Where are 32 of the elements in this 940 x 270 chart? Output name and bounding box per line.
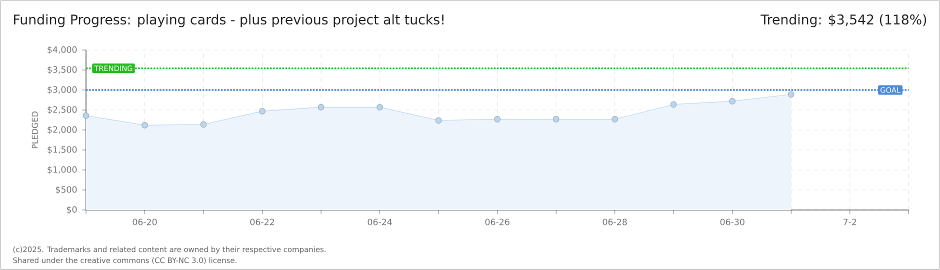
point <box>200 121 207 128</box>
point <box>494 116 501 122</box>
x-tick-label: 7-2 <box>844 218 856 226</box>
y-tick-label: $1,000 <box>48 166 77 174</box>
x-tick-label: 06-26 <box>485 218 510 226</box>
y-tick-label: $3,000 <box>48 86 77 94</box>
point <box>376 104 384 110</box>
x-tick-label: 06-22 <box>250 218 274 226</box>
y-tick-label: $3,500 <box>48 66 77 74</box>
point <box>670 101 677 108</box>
y-tick-label: $2,500 <box>48 106 77 114</box>
y-tick-label: $2,000 <box>48 126 77 134</box>
chart-title: Funding Progress: playing cards - plus previous project alt tucks! <box>14 14 444 28</box>
x-tick-label: 06-30 <box>720 218 744 226</box>
point <box>259 108 266 114</box>
x-tick-label: 06-28 <box>602 218 627 226</box>
y-tick-label: $500 <box>56 186 77 194</box>
chart-subtitle: Trending: $3,542 (118%) <box>760 14 926 28</box>
y-tick-label: $1,500 <box>48 146 77 154</box>
point <box>435 117 442 124</box>
point <box>729 98 736 104</box>
y-tick-label: $0 <box>66 206 77 214</box>
point <box>788 91 794 98</box>
point <box>318 104 324 110</box>
point <box>552 116 560 122</box>
point <box>82 112 90 119</box>
x-tick-label: 06-20 <box>132 218 157 226</box>
y-axis-title: PLEDGED <box>32 112 38 148</box>
point <box>142 122 148 128</box>
x-tick-label: 06-24 <box>368 218 392 226</box>
point <box>612 116 618 122</box>
y-tick-label: $4,000 <box>48 46 77 54</box>
